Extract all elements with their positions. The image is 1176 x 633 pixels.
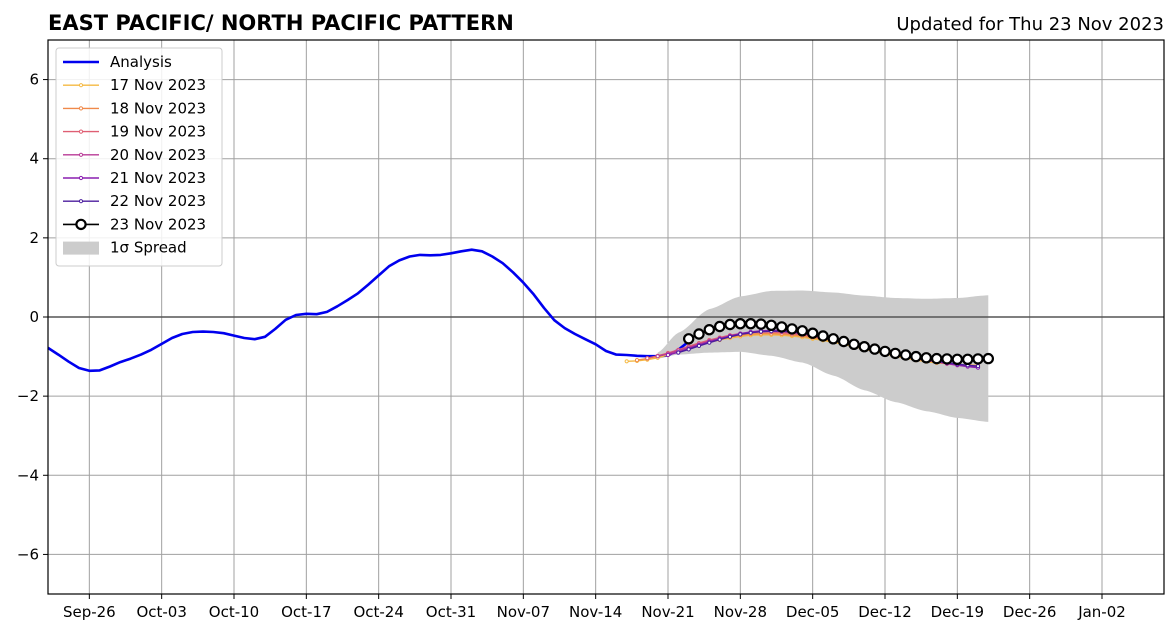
forecast-point [776,321,788,333]
legend-label: 18 Nov 2023 [110,99,206,117]
legend-swatch-marker [78,175,84,181]
forecast-point [686,347,691,352]
legend-label: 17 Nov 2023 [110,76,206,94]
forecast-point [738,332,743,337]
forecast-layer [624,318,995,370]
forecast-point [786,323,798,335]
forecast-point [869,343,881,355]
forecast-point [696,343,702,348]
forecast-point [683,333,695,345]
forecast-point [931,352,943,365]
forecast-point [624,359,629,364]
x-tick-label: Nov-21 [641,603,694,621]
forecast-series [683,318,995,365]
forecast-point [972,353,984,365]
x-axis: Sep-26 Oct-03 Oct-10 Oct-17 Oct-24 Oct-31 Nov-… [63,594,1126,621]
forecast-point [724,318,736,331]
forecast-point [982,352,995,365]
forecast-point [807,327,819,339]
x-tick-label: Oct-17 [281,603,331,621]
forecast-point [920,352,933,364]
y-tick-label: −4 [17,466,39,484]
x-tick-label: Jan-02 [1077,603,1126,621]
legend-swatch-marker [78,129,84,134]
forecast-point [714,320,726,333]
forecast-point [858,341,871,353]
forecast-point [817,330,829,342]
plot-area [47,39,1165,595]
x-tick-label: Nov-07 [497,603,550,621]
x-tick-label: Dec-12 [858,603,912,621]
forecast-point [634,358,640,363]
analysis-layer [47,248,690,373]
y-tick-label: −6 [17,545,39,563]
legend-label: 21 Nov 2023 [110,169,206,187]
forecast-point [703,324,716,336]
legend-label: 22 Nov 2023 [110,192,206,210]
forecast-point [848,338,860,350]
legend-label: 23 Nov 2023 [110,215,206,233]
forecast-point [941,353,953,365]
x-tick-label: Nov-14 [569,603,622,621]
forecast-point [951,353,964,365]
forecast-point [748,330,753,335]
legend: Analysis 17 Nov 2023 18 Nov 2023 19 Nov 202… [55,47,223,267]
x-tick-label: Oct-03 [136,603,186,621]
forecast-point [889,347,902,360]
legend-box [55,47,223,267]
forecast-point [707,340,712,345]
x-tick-label: Dec-05 [786,603,840,621]
legend-swatch-marker [78,152,84,157]
forecast-point [727,334,733,339]
x-tick-label: Sep-26 [63,603,116,621]
y-tick-label: −2 [17,387,39,405]
forecast-point [827,333,840,345]
forecast-point [717,337,722,342]
y-tick-label: 2 [29,229,39,247]
forecast-point [655,354,660,359]
x-tick-label: Oct-31 [426,603,476,621]
analysis-line [47,248,690,373]
legend-label: 19 Nov 2023 [110,123,206,141]
forecast-point [962,353,974,365]
legend-swatch-marker [78,83,84,88]
y-tick-label: 0 [29,308,39,326]
forecast-point [765,319,778,331]
legend-swatch-spread [63,241,99,255]
forecast-point [838,335,850,348]
x-tick-label: Oct-10 [209,603,259,621]
forecast-point [755,318,767,330]
y-axis: 6 4 2 0 −2 −4 −6 [17,71,48,563]
forecast-point [645,356,650,361]
legend-label: 20 Nov 2023 [110,146,206,164]
y-tick-label: 6 [29,71,39,89]
legend-swatch-marker [78,199,84,204]
legend-swatch-marker [75,218,87,231]
forecast-point [910,350,922,363]
forecast-point [900,349,912,361]
forecast-point [975,364,981,369]
forecast-point [676,350,681,355]
forecast-point [734,318,747,330]
y-tick-label: 4 [29,150,39,168]
forecast-point [796,325,809,337]
forecast-point [758,329,764,334]
legend-swatch-marker [78,106,84,111]
x-tick-label: Nov-28 [714,603,767,621]
chart-title: EAST PACIFIC/ NORTH PACIFIC PATTERN [48,11,514,35]
forecast-point [665,352,671,358]
chart-subtitle: Updated for Thu 23 Nov 2023 [896,14,1164,35]
x-tick-label: Oct-24 [353,603,403,621]
forecast-point [693,328,705,340]
x-tick-label: Dec-26 [1003,603,1057,621]
legend-label: Analysis [110,53,172,71]
forecast-point [879,345,891,358]
x-tick-label: Dec-19 [931,603,985,621]
legend-label: 1σ Spread [110,239,187,257]
forecast-point [745,318,757,330]
